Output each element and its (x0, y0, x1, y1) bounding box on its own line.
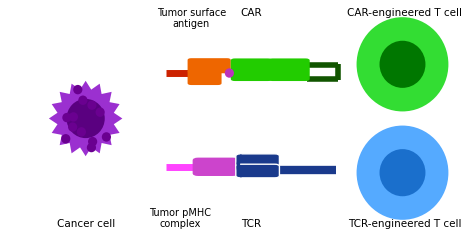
Ellipse shape (102, 132, 111, 142)
Text: CAR: CAR (240, 8, 262, 18)
FancyBboxPatch shape (236, 164, 280, 178)
FancyBboxPatch shape (192, 158, 238, 176)
Ellipse shape (69, 112, 78, 122)
Ellipse shape (77, 127, 86, 137)
Ellipse shape (62, 113, 72, 122)
Ellipse shape (78, 96, 88, 105)
FancyBboxPatch shape (188, 58, 231, 73)
FancyBboxPatch shape (268, 68, 310, 81)
Ellipse shape (66, 99, 105, 138)
Text: Cancer cell: Cancer cell (56, 219, 115, 229)
Ellipse shape (225, 68, 234, 78)
FancyBboxPatch shape (231, 68, 272, 81)
Ellipse shape (380, 41, 426, 88)
Ellipse shape (380, 149, 426, 196)
Ellipse shape (96, 107, 105, 117)
Ellipse shape (73, 85, 82, 94)
FancyBboxPatch shape (268, 58, 310, 71)
Text: TCR: TCR (241, 219, 261, 229)
Ellipse shape (87, 143, 96, 152)
Ellipse shape (68, 122, 77, 132)
FancyBboxPatch shape (188, 70, 221, 85)
Ellipse shape (356, 126, 448, 220)
Ellipse shape (61, 134, 70, 143)
Ellipse shape (88, 137, 97, 146)
Text: Tumor pMHC
complex: Tumor pMHC complex (149, 208, 211, 229)
Text: Tumor surface
antigen: Tumor surface antigen (156, 8, 226, 29)
Ellipse shape (356, 17, 448, 111)
Ellipse shape (87, 100, 97, 110)
FancyBboxPatch shape (236, 154, 280, 168)
Text: TCR-engineered T cell: TCR-engineered T cell (348, 219, 462, 229)
Text: CAR-engineered T cell: CAR-engineered T cell (347, 8, 462, 18)
FancyBboxPatch shape (231, 58, 272, 71)
Polygon shape (49, 81, 122, 156)
